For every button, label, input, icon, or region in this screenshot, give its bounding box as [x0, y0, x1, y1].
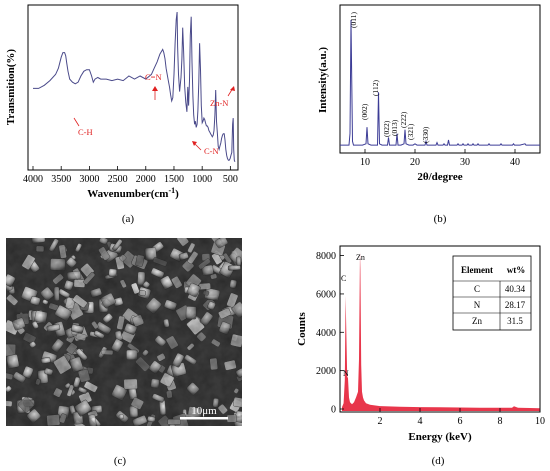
x-tick-label-b: 20 [410, 157, 420, 168]
x-tick-label-b: 40 [510, 157, 520, 168]
peak-label-n: N [343, 369, 349, 378]
x-axis-ticks-a: 4000 3500 3000 2500 2000 1500 1000 500 [23, 166, 238, 185]
composition-table: Element wt% C 40.34 N 28.17 Zn 31.5 [452, 255, 532, 331]
x-tick-label-b: 10 [360, 157, 370, 168]
peak-label-011: (011) [349, 12, 358, 28]
x-axis-label-a: Wavenumber(cm-1) [87, 186, 179, 200]
peak-label-330: (330) [421, 126, 430, 143]
peak-label-222: (222) [399, 111, 408, 128]
annotation-cn-single: C-N [192, 141, 219, 156]
table-cell: C [474, 284, 480, 294]
y-tick-label-d: 2000 [316, 366, 336, 377]
x-tick-label-a: 1000 [192, 174, 212, 185]
plot-frame-a [27, 4, 239, 171]
peak-label-002: (002) [360, 103, 369, 120]
peak-label-zn: Zn [356, 253, 365, 262]
table-cell: 28.17 [505, 300, 526, 310]
x-tick-label-a: 2500 [108, 174, 128, 185]
annotation-zn-n-text: Zn-N [210, 98, 228, 108]
panel-label-b: (b) [434, 213, 447, 225]
table-cell: N [474, 300, 481, 310]
ftir-spectrum-line [33, 11, 236, 162]
x-axis-label-b: 2θ/degree [417, 171, 462, 183]
y-tick-label-d: 0 [331, 405, 336, 416]
panel-label-c: (c) [114, 455, 127, 467]
y-tick-label-d: 6000 [316, 289, 336, 300]
xrd-peak-labels: (011) (002) (112) (022) (013) (222) (321… [349, 12, 430, 143]
x-tick-label-a: 2000 [136, 174, 156, 185]
peak-label-321: (321) [406, 123, 415, 140]
x-tick-label-a: 1500 [164, 174, 184, 185]
x-tick-label-d: 6 [458, 416, 463, 427]
plot-frame-d [339, 245, 541, 413]
peak-label-013: (013) [390, 119, 399, 136]
x-tick-label-a: 3000 [79, 174, 99, 185]
sem-texture [6, 238, 242, 426]
x-tick-label-d: 10 [535, 416, 545, 427]
y-axis-label-b: Intensity(a.u.) [317, 47, 329, 113]
x-axis-ticks-b: 10 20 30 40 [360, 149, 520, 168]
x-tick-label-a: 3500 [51, 174, 71, 185]
panel-c: 10μm (c) [6, 238, 242, 467]
panel-label-d: (d) [432, 455, 445, 467]
annotation-zn-n: Zn-N [210, 86, 235, 108]
annotation-ch: C-H [73, 117, 93, 137]
annotation-cn-double-text: C=N [145, 72, 162, 82]
annotation-cn-double: C=N [145, 72, 162, 100]
x-tick-label-d: 2 [378, 416, 383, 427]
panel-b: 10 20 30 40 Intensity(a.u.) 2θ/degree (011)… [317, 4, 541, 225]
panel-d: 2 4 6 8 10 0 2000 4000 6000 8000 Counts Energy (k… [296, 245, 545, 467]
x-tick-label-a: 500 [223, 174, 238, 185]
xrd-pattern-line [340, 19, 540, 146]
x-tick-label-d: 4 [418, 416, 423, 427]
peak-label-c: C [341, 274, 346, 283]
y-tick-label-d: 8000 [316, 251, 336, 262]
x-tick-label-d: 8 [498, 416, 503, 427]
x-tick-label-a: 4000 [23, 174, 43, 185]
x-axis-label-d: Energy (keV) [408, 431, 472, 443]
axis-ticks-d: 2 4 6 8 10 0 2000 4000 6000 8000 [316, 251, 545, 427]
table-cell: Zn [472, 316, 482, 326]
table-cell: 40.34 [505, 284, 526, 294]
scale-bar-label: 10μm [191, 405, 217, 417]
edx-spectrum-area [342, 251, 540, 411]
table-header-wt: wt% [507, 265, 526, 275]
plot-frame-b [339, 4, 541, 154]
scale-bar [180, 417, 228, 420]
y-axis-label-d: Counts [296, 311, 308, 345]
table-header-element: Element [461, 265, 493, 275]
annotation-cn-single-text: C-N [204, 146, 219, 156]
table-cell: 31.5 [507, 316, 523, 326]
x-tick-label-b: 30 [460, 157, 470, 168]
panel-label-a: (a) [122, 213, 135, 225]
annotation-ch-text: C-H [78, 127, 93, 137]
peak-label-112: (112) [371, 80, 380, 96]
y-tick-label-d: 4000 [316, 328, 336, 339]
peak-label-022: (022) [382, 120, 391, 137]
y-axis-label-a: Transmition(%) [5, 49, 17, 126]
panel-a: 4000 3500 3000 2500 2000 1500 1000 500 Transmit… [5, 4, 239, 225]
